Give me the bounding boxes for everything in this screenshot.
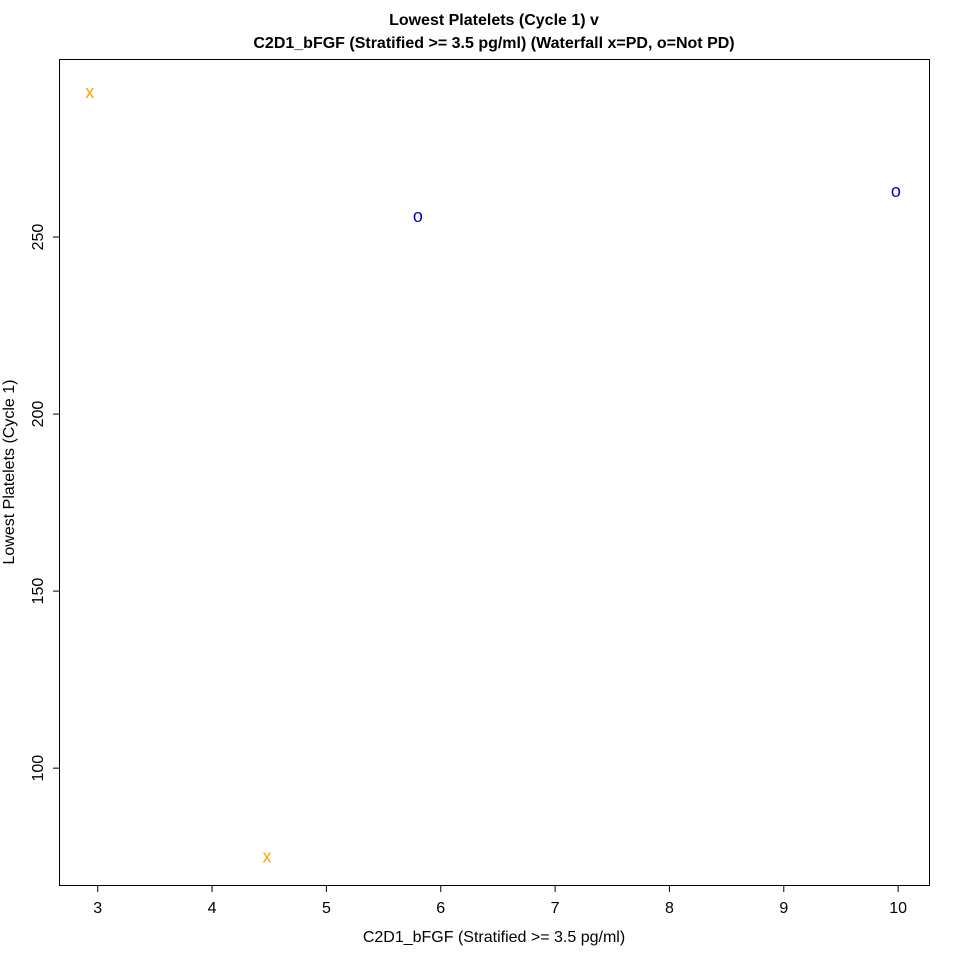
x-tick-label-6: 9 (779, 900, 788, 917)
plot-frame (59, 59, 930, 886)
y-tick-label-0: 100 (30, 755, 47, 782)
data-point-1: x (262, 847, 271, 867)
chart-title-line2: C2D1_bFGF (Stratified >= 3.5 pg/ml) (Wat… (253, 35, 734, 52)
y-tick-label-3: 250 (30, 224, 47, 251)
y-axis-label: Lowest Platelets (Cycle 1) (1, 380, 18, 565)
x-tick-label-5: 8 (665, 900, 674, 917)
y-tick-label-2: 200 (30, 401, 47, 428)
chart-title-line1: Lowest Platelets (Cycle 1) v (389, 12, 599, 29)
y-tick-label-1: 150 (30, 578, 47, 605)
x-tick-label-1: 4 (208, 900, 217, 917)
y-axis: 100 150 200 250 (30, 224, 60, 782)
data-point-2: o (413, 206, 423, 226)
x-tick-label-2: 5 (322, 900, 331, 917)
x-tick-label-7: 10 (889, 900, 907, 917)
data-point-0: x (85, 82, 94, 102)
x-tick-label-0: 3 (93, 900, 102, 917)
data-point-3: o (891, 181, 901, 201)
data-points: x x o o (85, 82, 901, 867)
x-axis: 3 4 5 6 7 8 9 10 (93, 885, 907, 917)
x-tick-label-3: 6 (436, 900, 445, 917)
x-tick-label-4: 7 (551, 900, 560, 917)
x-axis-label: C2D1_bFGF (Stratified >= 3.5 pg/ml) (363, 929, 625, 946)
